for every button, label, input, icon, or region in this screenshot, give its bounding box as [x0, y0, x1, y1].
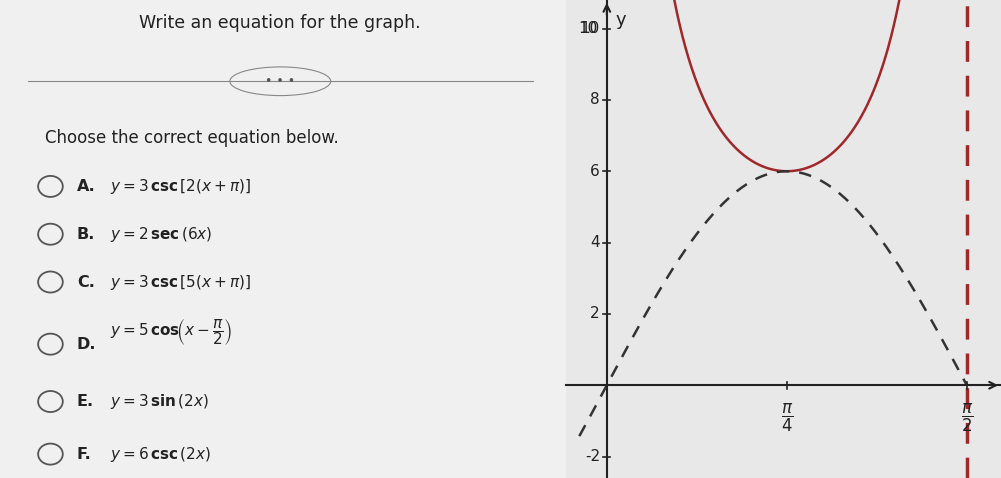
Text: 8: 8	[591, 92, 600, 108]
Text: A.: A.	[77, 179, 95, 194]
Text: $y=3\,\mathbf{csc}\,[2(x+\pi)]$: $y=3\,\mathbf{csc}\,[2(x+\pi)]$	[110, 177, 251, 196]
Text: 10: 10	[579, 21, 598, 36]
Text: E.: E.	[77, 394, 94, 409]
Ellipse shape	[230, 67, 330, 96]
Text: F.: F.	[77, 446, 91, 462]
Text: 10: 10	[581, 21, 600, 36]
Text: y: y	[616, 11, 627, 29]
Text: $y=2\,\mathbf{sec}\,(6x)$: $y=2\,\mathbf{sec}\,(6x)$	[110, 225, 213, 244]
Text: $\dfrac{\pi}{2}$: $\dfrac{\pi}{2}$	[961, 402, 973, 434]
Text: B.: B.	[77, 227, 95, 242]
Text: $y=3\,\mathbf{csc}\,[5(x+\pi)]$: $y=3\,\mathbf{csc}\,[5(x+\pi)]$	[110, 272, 251, 292]
Text: -2: -2	[585, 449, 600, 464]
Text: $y=6\,\mathbf{csc}\,(2x)$: $y=6\,\mathbf{csc}\,(2x)$	[110, 445, 211, 464]
Text: 6: 6	[591, 164, 600, 179]
Text: $y=5\,\mathbf{cos}\!\left(x-\dfrac{\pi}{2}\right)$: $y=5\,\mathbf{cos}\!\left(x-\dfrac{\pi}{…	[110, 317, 233, 347]
Text: C.: C.	[77, 274, 95, 290]
Text: • • •: • • •	[265, 75, 295, 88]
Text: $\dfrac{\pi}{4}$: $\dfrac{\pi}{4}$	[781, 402, 793, 434]
Text: 4: 4	[591, 235, 600, 250]
Text: $y=3\,\mathbf{sin}\,(2x)$: $y=3\,\mathbf{sin}\,(2x)$	[110, 392, 209, 411]
Text: Choose the correct equation below.: Choose the correct equation below.	[45, 129, 338, 147]
Text: Write an equation for the graph.: Write an equation for the graph.	[139, 14, 421, 33]
Text: 2: 2	[591, 306, 600, 321]
Text: D.: D.	[77, 337, 96, 352]
